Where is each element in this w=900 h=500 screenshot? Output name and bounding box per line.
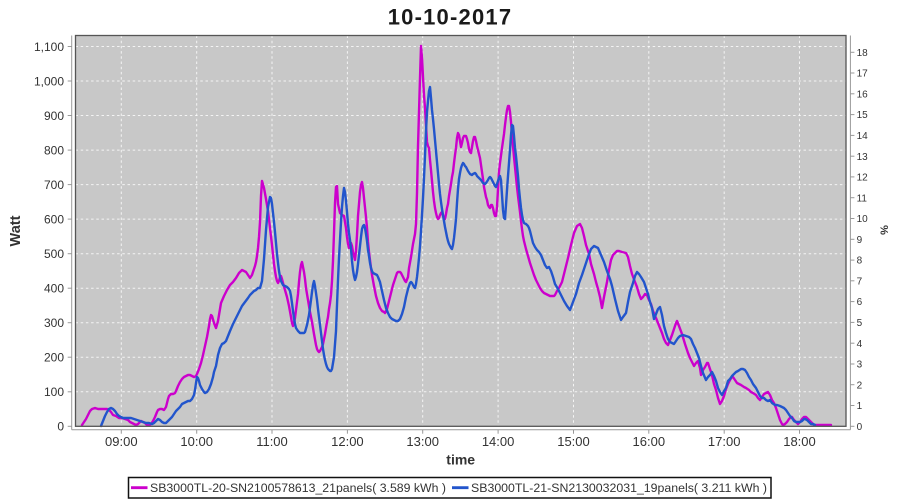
svg-text:5: 5 — [857, 318, 863, 329]
svg-text:12: 12 — [857, 173, 869, 184]
svg-text:11:00: 11:00 — [256, 434, 288, 449]
svg-text:11: 11 — [857, 193, 868, 204]
svg-text:9: 9 — [857, 235, 863, 246]
svg-text:0: 0 — [857, 422, 863, 433]
svg-text:1,000: 1,000 — [34, 74, 64, 88]
svg-text:0: 0 — [57, 420, 64, 434]
svg-text:16: 16 — [857, 89, 869, 100]
svg-text:%: % — [878, 225, 890, 235]
svg-text:300: 300 — [44, 316, 64, 330]
svg-text:4: 4 — [857, 339, 863, 350]
svg-text:200: 200 — [44, 351, 64, 365]
svg-text:7: 7 — [857, 276, 863, 287]
svg-text:12:00: 12:00 — [331, 434, 364, 449]
svg-text:500: 500 — [44, 247, 64, 261]
svg-text:15: 15 — [857, 110, 869, 121]
svg-text:16:00: 16:00 — [633, 434, 666, 449]
svg-text:13:00: 13:00 — [406, 434, 439, 449]
svg-text:6: 6 — [857, 297, 863, 308]
svg-text:100: 100 — [44, 385, 64, 399]
svg-text:Watt: Watt — [8, 215, 24, 246]
svg-text:13: 13 — [857, 152, 869, 163]
svg-text:600: 600 — [44, 213, 64, 227]
svg-text:17:00: 17:00 — [708, 434, 741, 449]
svg-text:1,100: 1,100 — [34, 40, 64, 54]
svg-text:SB3000TL-20-SN2100578613_21pan: SB3000TL-20-SN2100578613_21panels( 3.589… — [150, 481, 446, 495]
svg-text:400: 400 — [44, 282, 64, 296]
svg-text:09:00: 09:00 — [105, 434, 138, 449]
svg-text:8: 8 — [857, 256, 863, 267]
svg-text:700: 700 — [44, 178, 64, 192]
svg-text:17: 17 — [857, 69, 869, 80]
svg-text:2: 2 — [857, 380, 863, 391]
svg-text:SB3000TL-21-SN2130032031_19pan: SB3000TL-21-SN2130032031_19panels( 3.211… — [471, 481, 767, 495]
svg-text:10-10-2017: 10-10-2017 — [388, 5, 513, 30]
svg-text:1: 1 — [857, 401, 863, 412]
svg-text:18:00: 18:00 — [783, 434, 816, 449]
svg-text:10: 10 — [857, 214, 869, 225]
svg-text:3: 3 — [857, 360, 863, 371]
svg-text:time: time — [446, 452, 475, 468]
svg-text:14:00: 14:00 — [482, 434, 515, 449]
svg-text:10:00: 10:00 — [180, 434, 213, 449]
svg-text:900: 900 — [44, 109, 64, 123]
svg-text:15:00: 15:00 — [557, 434, 590, 449]
svg-text:18: 18 — [857, 48, 869, 59]
svg-text:800: 800 — [44, 144, 64, 158]
svg-text:14: 14 — [857, 131, 869, 142]
